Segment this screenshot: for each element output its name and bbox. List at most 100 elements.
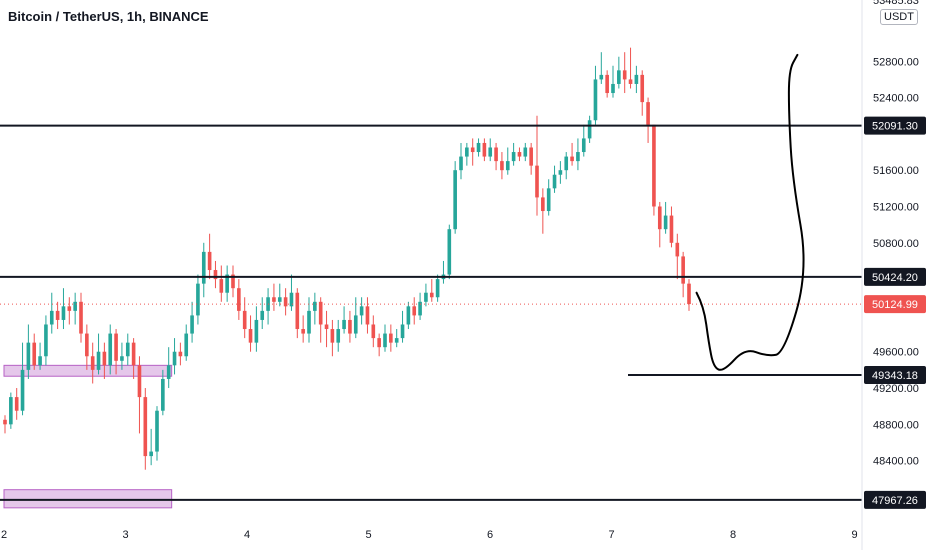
- candle: [535, 115, 539, 216]
- candle: [617, 56, 621, 89]
- candle-body: [125, 342, 130, 357]
- time-tick-label: 7: [608, 529, 614, 541]
- candle: [593, 65, 598, 125]
- candle: [14, 388, 19, 420]
- candle: [49, 292, 54, 334]
- candle: [599, 52, 604, 84]
- candle: [149, 428, 153, 466]
- candle: [663, 201, 668, 234]
- candle-body: [318, 301, 323, 325]
- candle: [529, 142, 533, 175]
- candle-body: [383, 333, 387, 348]
- candle-body: [307, 310, 311, 334]
- candle: [406, 301, 411, 330]
- candle: [3, 415, 7, 434]
- candle-body: [371, 324, 376, 339]
- candle: [546, 179, 551, 216]
- price-level-badge-label: 52091.30: [872, 121, 918, 133]
- candle: [155, 406, 159, 461]
- candle-body: [541, 197, 545, 212]
- candle: [85, 324, 89, 370]
- candle: [102, 342, 107, 379]
- candle-body: [201, 251, 206, 284]
- candle: [225, 265, 229, 302]
- candle-body: [242, 310, 247, 330]
- candle: [500, 152, 504, 180]
- candle-body: [482, 142, 487, 157]
- candle: [67, 297, 72, 325]
- candle-body: [429, 292, 434, 298]
- candle: [201, 242, 206, 298]
- candle: [61, 288, 66, 330]
- candle-body: [663, 215, 668, 230]
- candle-body: [254, 319, 259, 343]
- time-tick-label: 2: [1, 529, 7, 541]
- candle: [622, 52, 627, 94]
- candle: [488, 138, 493, 162]
- candle-body: [646, 102, 650, 125]
- candle-body: [272, 297, 276, 302]
- candle: [44, 315, 48, 366]
- time-tick-label: 5: [365, 529, 371, 541]
- candle-body: [20, 369, 25, 411]
- price-axis[interactable]: 52800.00 52400.00 51600.00 51200.00 50800.00…: [864, 0, 926, 509]
- candle-body: [190, 315, 194, 334]
- candle: [318, 297, 323, 343]
- candle-body: [611, 83, 615, 94]
- candle-body: [628, 79, 633, 84]
- candle-body: [283, 297, 288, 307]
- candle-body: [149, 451, 153, 457]
- candle-body: [155, 410, 159, 452]
- price-level-badge: 49343.18: [864, 366, 926, 385]
- candle: [32, 333, 37, 370]
- candle: [96, 333, 101, 375]
- candle: [640, 70, 645, 116]
- candle-body: [494, 147, 498, 162]
- price-tick-label: 51600.00: [873, 165, 919, 177]
- candle: [511, 142, 516, 166]
- candle: [470, 138, 475, 166]
- candle: [581, 124, 586, 157]
- candle: [435, 274, 440, 302]
- candle: [482, 138, 487, 162]
- candle: [289, 274, 294, 311]
- candle-body: [523, 147, 528, 157]
- candle: [131, 338, 136, 379]
- candle: [429, 279, 434, 302]
- price-tick-label: 52400.00: [873, 93, 919, 105]
- candle-body: [424, 292, 428, 302]
- candle-body: [225, 274, 229, 293]
- candle-body: [657, 206, 662, 230]
- candle: [237, 279, 241, 320]
- candle-body: [453, 170, 457, 230]
- candle-body: [576, 152, 580, 162]
- candle-body: [260, 310, 265, 320]
- candle-body: [622, 70, 627, 80]
- candle-body: [406, 306, 411, 325]
- candle: [494, 142, 498, 171]
- candle-body: [114, 333, 118, 361]
- candle: [307, 297, 311, 343]
- candle: [418, 292, 422, 320]
- price-level-badge: 52091.30: [864, 116, 926, 135]
- candle-body: [14, 397, 19, 411]
- current-price-badge-label: 50124.99: [872, 299, 918, 311]
- candle-body: [599, 74, 604, 80]
- chart-title: Bitcoin / TetherUS, 1h, BINANCE: [8, 9, 209, 24]
- candle-body: [219, 279, 224, 293]
- candle-body: [546, 188, 551, 212]
- candle: [424, 283, 428, 307]
- candle-body: [511, 152, 516, 162]
- candle: [283, 288, 288, 316]
- time-tick-label: 4: [244, 529, 250, 541]
- candle-body: [289, 292, 294, 307]
- candle-body: [505, 161, 510, 171]
- currency-badge[interactable]: USDT: [880, 9, 918, 25]
- candle: [313, 292, 317, 325]
- candle-body: [102, 351, 107, 366]
- candle-body: [143, 397, 148, 457]
- candle: [441, 260, 446, 284]
- time-axis[interactable]: 2 3 4 5 6 7 8 9: [1, 529, 858, 541]
- candle-body: [593, 79, 598, 121]
